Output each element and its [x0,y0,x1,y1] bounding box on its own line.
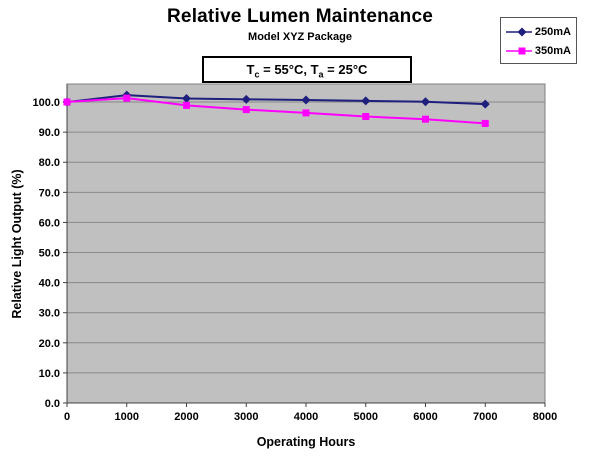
x-tick-label: 2000 [174,411,198,423]
annotation-text: Tc = 55°C, Ta = 25°C [246,62,368,80]
x-tick-label: 0 [64,411,70,423]
series-line-250mA [66,94,486,106]
data-point-350mA [422,115,429,123]
x-axis-title: Operating Hours [256,435,356,449]
y-tick-label: 70.0 [39,187,60,199]
data-point-350mA [481,119,489,127]
legend: 250mA 350mA [500,17,577,64]
legend-item-350mA: 350mA [506,41,571,60]
data-point-250mA [421,97,430,107]
data-point-250mA [301,95,311,105]
legend-label: 350mA [534,44,571,57]
y-tick-label: 20.0 [39,338,60,350]
y-tick-label: 100.0 [32,97,60,109]
data-point-350mA [302,109,310,117]
legend-marker-glyph [517,27,527,36]
y-tick-label: 60.0 [39,217,60,229]
y-tick-label: 30.0 [39,308,60,320]
legend-marker-glyph [518,47,526,54]
x-tick-label: 4000 [294,411,318,423]
legend-item-250mA: 250mA [506,22,571,41]
data-point-250mA [182,93,191,103]
data-point-350mA [362,113,370,121]
x-tick-label: 5000 [354,411,378,423]
y-tick-label: 50.0 [39,248,60,260]
x-tick-label: 8000 [533,411,557,423]
chart-subtitle: Model XYZ Package [248,31,352,43]
legend-marker-square-icon [506,47,532,54]
y-tick-label: 10.0 [39,368,60,380]
chart-title: Relative Lumen Maintenance [167,6,433,27]
y-tick-label: 40.0 [39,278,60,290]
data-point-250mA [361,96,371,106]
legend-label: 250mA [534,25,571,38]
data-point-350mA [123,94,131,102]
x-tick-label: 1000 [115,411,139,423]
data-point-350mA [242,106,250,114]
temperature-annotation-box: Tc = 55°C, Ta = 25°C [202,56,412,83]
data-point-250mA [241,94,251,104]
x-tick-label: 6000 [413,411,437,423]
legend-marker-diamond-icon [506,27,532,36]
data-point-250mA [480,99,490,109]
y-tick-label: 80.0 [39,157,60,169]
data-point-350mA [183,101,190,109]
x-tick-label: 7000 [473,411,497,423]
data-point-350mA [63,98,71,106]
x-tick-label: 3000 [234,411,258,423]
y-axis-title: Relative Light Output (%) [10,169,24,319]
y-tick-label: 90.0 [39,127,60,139]
series-line-350mA [66,97,486,125]
plot-area [66,83,546,404]
y-tick-label: 0.0 [45,398,60,410]
